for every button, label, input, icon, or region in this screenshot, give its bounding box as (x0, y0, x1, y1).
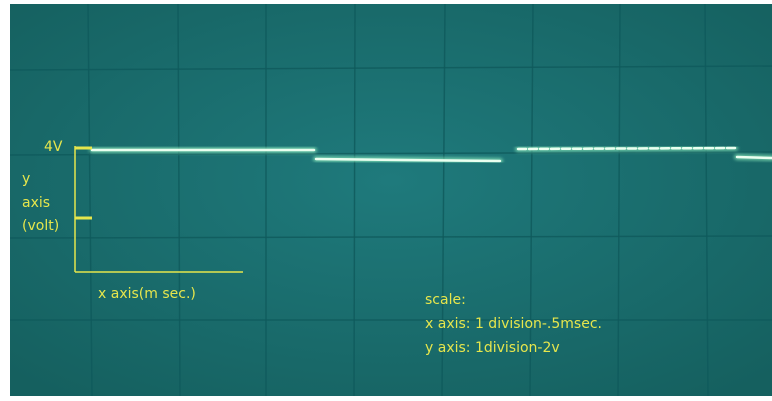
scale-y: y axis: 1division-2v (425, 340, 560, 356)
x-axis-label: x axis(m sec.) (98, 286, 196, 302)
scale-heading: scale: (425, 292, 466, 308)
scale-x: x axis: 1 division-.5msec. (425, 316, 602, 332)
page: 4V y axis (volt) x axis(m sec.) scale: x… (0, 0, 772, 401)
screen (10, 4, 772, 396)
y-axis-label: axis (22, 195, 50, 211)
y-value-label: 4V (44, 139, 63, 155)
y-axis-label: (volt) (22, 218, 59, 234)
y-axis-label: y (22, 171, 30, 187)
oscilloscope-photo: 4V y axis (volt) x axis(m sec.) scale: x… (0, 0, 772, 401)
